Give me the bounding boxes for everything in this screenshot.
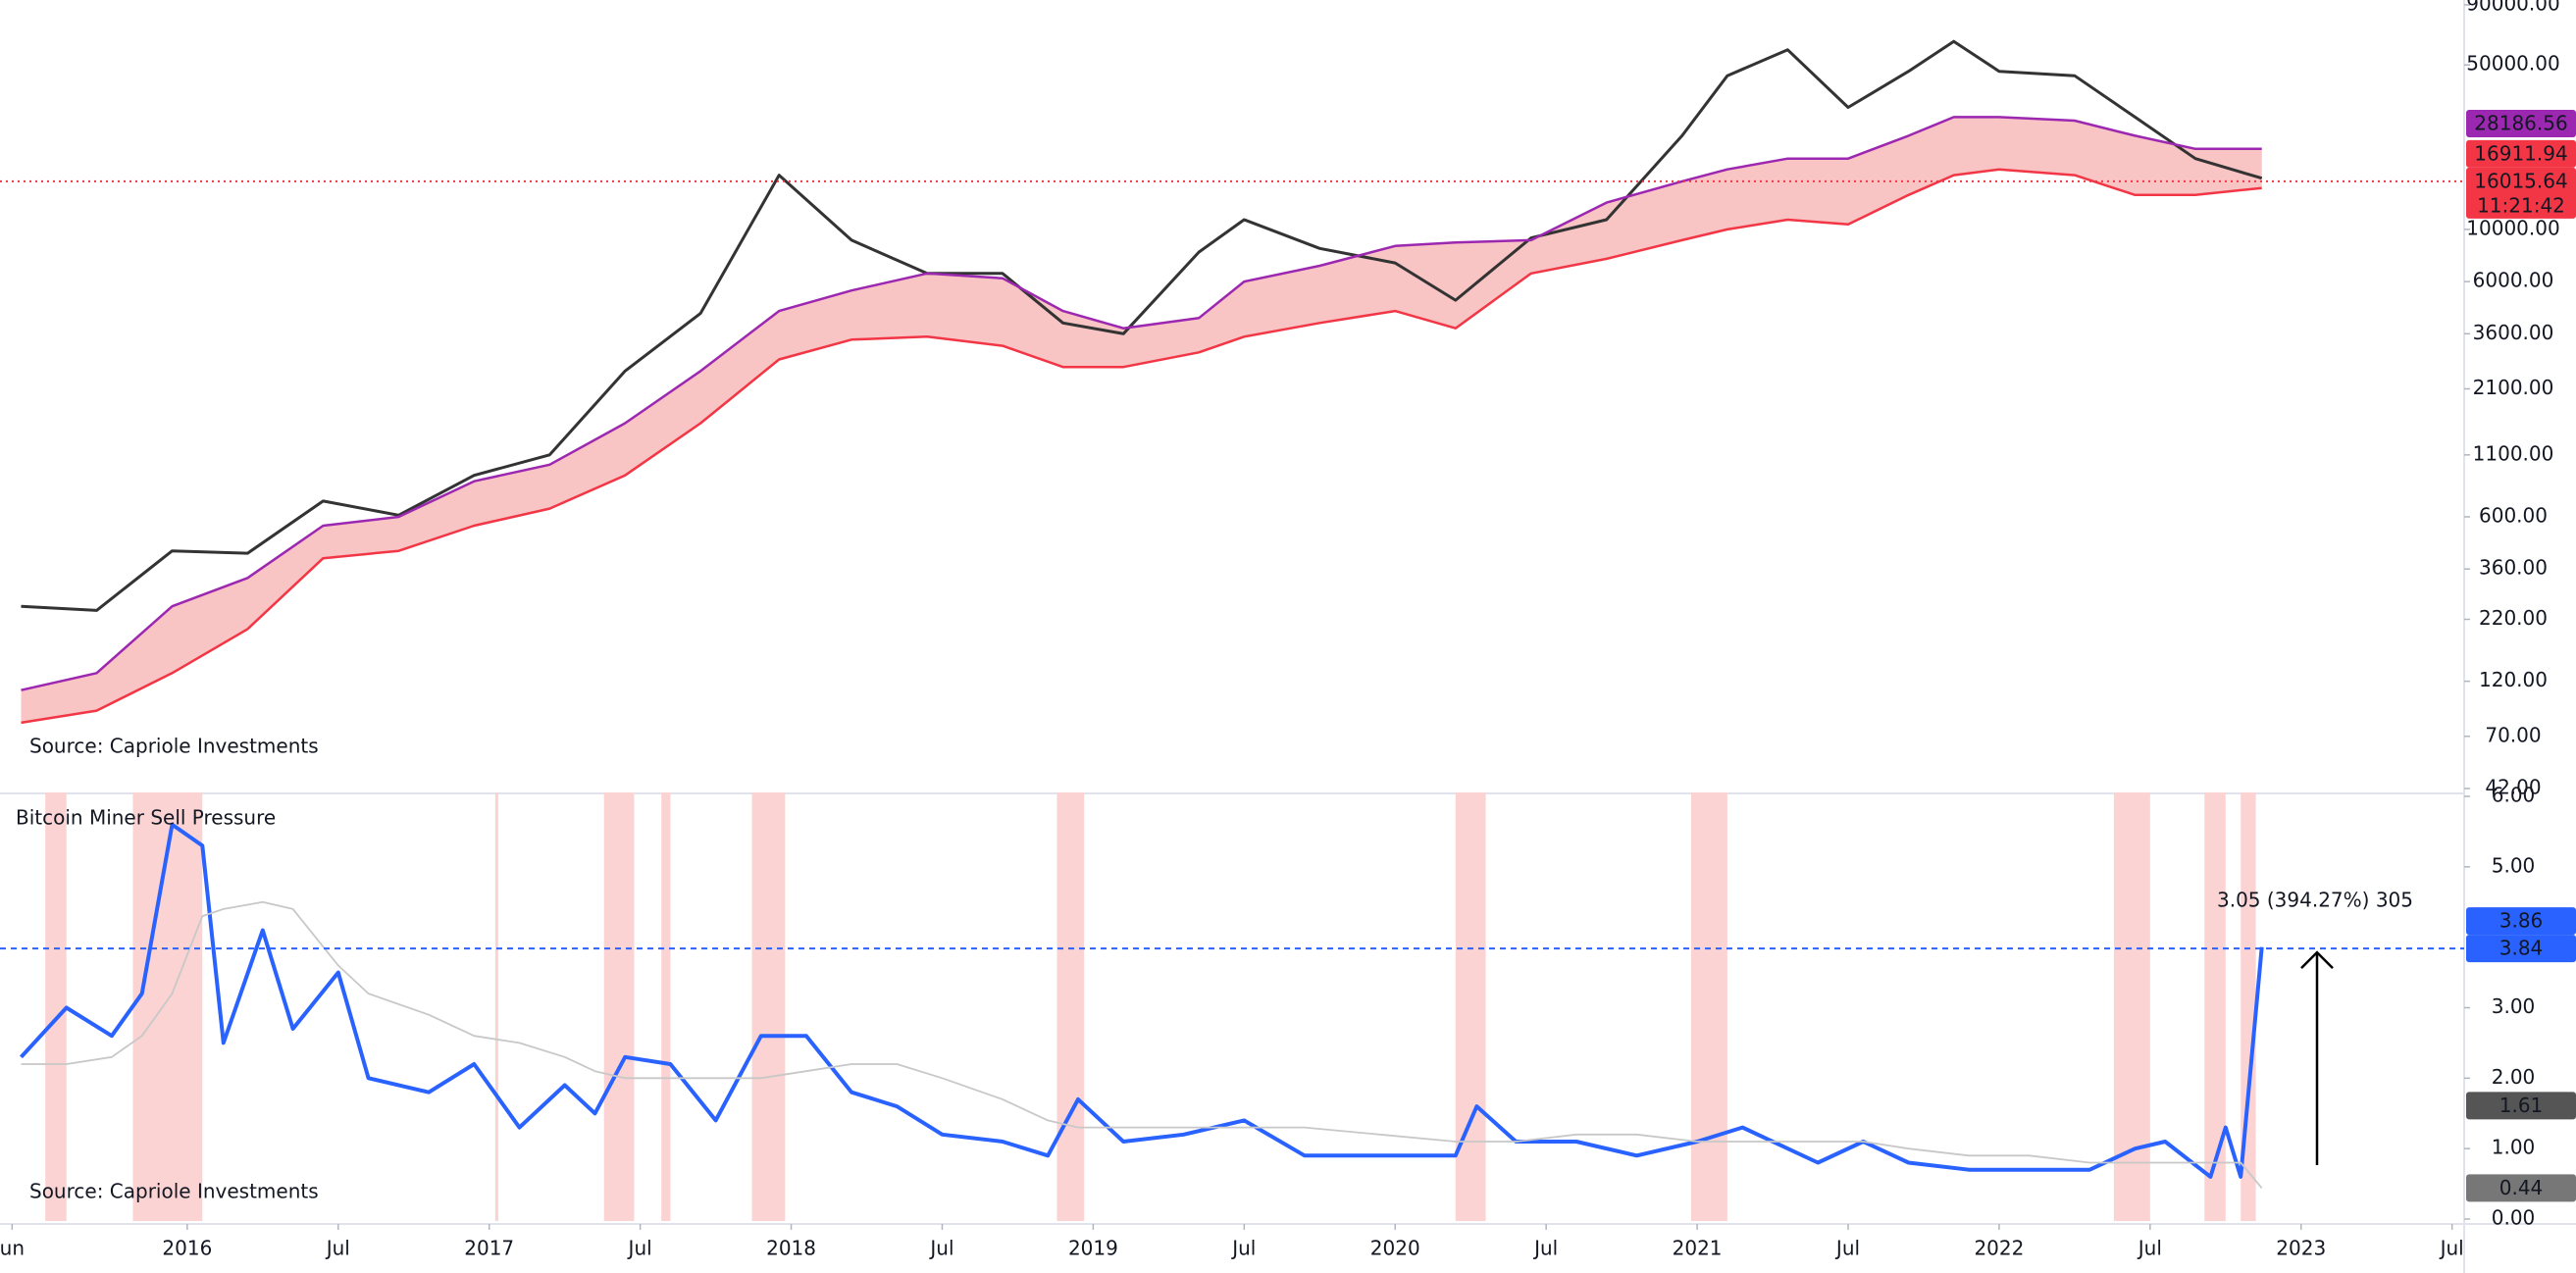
source-label: Source: Capriole Investments bbox=[29, 1180, 319, 1203]
x-tick-label: Jul bbox=[1532, 1237, 1558, 1260]
sell-pressure-zone bbox=[1455, 792, 1486, 1221]
measure-arrowhead bbox=[2300, 950, 2334, 970]
sell-pressure-zone bbox=[2241, 792, 2256, 1221]
y-tick-label: 1100.00 bbox=[2473, 441, 2554, 465]
measure-annotation: 3.05 (394.27%) 305 bbox=[2217, 889, 2413, 912]
price-tag-label: 16911.94 bbox=[2474, 141, 2567, 165]
y-tick-label: 6.00 bbox=[2492, 784, 2536, 807]
x-tick-label: 2023 bbox=[2276, 1237, 2326, 1260]
y-tick-label: 0.00 bbox=[2492, 1206, 2536, 1230]
price-tag-label: 28186.56 bbox=[2474, 111, 2567, 134]
series-line bbox=[21, 168, 2262, 725]
price-tag-label: 0.44 bbox=[2499, 1176, 2544, 1199]
sell-pressure-zone bbox=[661, 792, 671, 1221]
price-tag-label: 1.61 bbox=[2499, 1094, 2544, 1117]
y-tick-label: 50000.00 bbox=[2466, 52, 2559, 76]
x-tick-label: Jul bbox=[1230, 1237, 1256, 1260]
sell-pressure-zone bbox=[2204, 792, 2226, 1221]
x-tick-label: Jul bbox=[627, 1237, 652, 1260]
series-line bbox=[21, 39, 2263, 612]
price-tag-label: 3.86 bbox=[2499, 909, 2544, 933]
x-tick-label: un bbox=[0, 1237, 25, 1260]
y-tick-label: 6000.00 bbox=[2473, 269, 2554, 292]
x-tick-label: Jul bbox=[928, 1237, 953, 1260]
sell-pressure-zone bbox=[45, 792, 67, 1221]
y-tick-label: 3.00 bbox=[2492, 994, 2536, 1018]
sell-pressure-zone bbox=[494, 792, 498, 1221]
sell-pressure-zone bbox=[751, 792, 786, 1221]
countdown: 11:21:42 bbox=[2477, 193, 2565, 217]
series-line bbox=[21, 900, 2263, 1189]
x-tick-label: 2017 bbox=[464, 1237, 514, 1260]
x-tick-label: 2016 bbox=[162, 1237, 212, 1260]
y-tick-label: 1.00 bbox=[2492, 1136, 2536, 1159]
price-tag bbox=[2466, 167, 2576, 219]
price-tag bbox=[2466, 1092, 2576, 1120]
price-tag bbox=[2466, 1174, 2576, 1202]
x-tick-label: 2019 bbox=[1068, 1237, 1118, 1260]
y-tick-label: 90000.00 bbox=[2466, 0, 2559, 16]
sell-pressure-zone bbox=[1690, 792, 1727, 1221]
x-tick-label: 2021 bbox=[1673, 1237, 1723, 1260]
x-tick-label: 2018 bbox=[766, 1237, 816, 1260]
y-tick-label: 220.00 bbox=[2479, 606, 2548, 630]
sell-pressure-zone bbox=[603, 792, 635, 1221]
x-tick-label: 2020 bbox=[1370, 1237, 1420, 1260]
price-tag bbox=[2466, 139, 2576, 168]
x-tick-label: Jul bbox=[1834, 1237, 1860, 1260]
y-tick-label: 600.00 bbox=[2479, 503, 2548, 527]
pane-title: Bitcoin Miner Sell Pressure bbox=[16, 806, 276, 830]
y-tick-label: 2.00 bbox=[2492, 1065, 2536, 1089]
y-tick-label: 5.00 bbox=[2492, 853, 2536, 877]
y-tick-label: 3600.00 bbox=[2473, 321, 2554, 344]
series-line bbox=[21, 116, 2262, 691]
source-label: Source: Capriole Investments bbox=[29, 735, 319, 758]
x-tick-label: Jul bbox=[325, 1237, 350, 1260]
y-tick-label: 70.00 bbox=[2485, 723, 2541, 746]
x-tick-label: 2022 bbox=[1974, 1237, 2024, 1260]
y-tick-label: 10000.00 bbox=[2466, 216, 2559, 239]
price-tag bbox=[2466, 907, 2576, 936]
price-tag-label: 3.84 bbox=[2499, 937, 2544, 960]
price-tag-label: 16015.64 bbox=[2474, 169, 2567, 192]
y-tick-label: 360.00 bbox=[2479, 556, 2548, 580]
x-tick-label: Jul bbox=[2137, 1237, 2162, 1260]
price-tag bbox=[2466, 109, 2576, 137]
sell-pressure-zone bbox=[132, 792, 203, 1221]
series-line bbox=[20, 822, 2264, 1179]
price-tag bbox=[2466, 935, 2576, 963]
y-tick-label: 42.00 bbox=[2485, 776, 2541, 799]
y-tick-label: 120.00 bbox=[2479, 668, 2548, 691]
y-tick-label: 2100.00 bbox=[2473, 376, 2554, 399]
x-tick-label: Jul bbox=[2439, 1237, 2464, 1260]
sell-pressure-zone bbox=[1056, 792, 1085, 1221]
